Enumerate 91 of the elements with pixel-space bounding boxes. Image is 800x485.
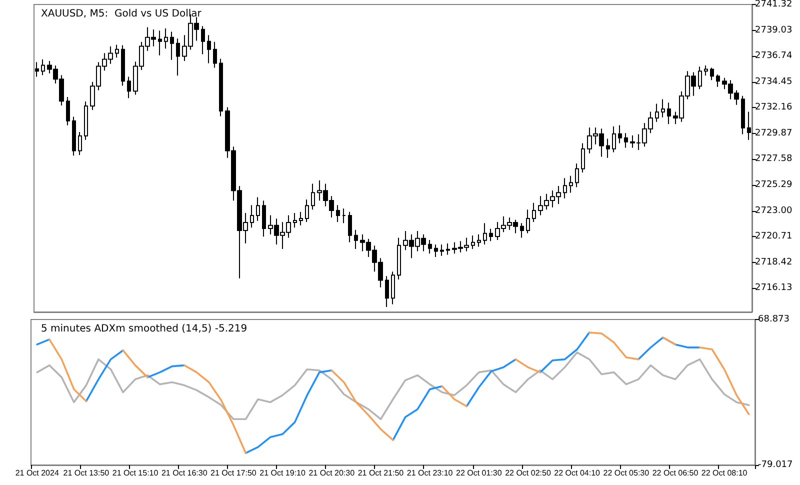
candlestick: [66, 96, 70, 126]
candlestick: [581, 142, 585, 173]
candlestick: [115, 44, 119, 58]
candlestick: [741, 95, 745, 135]
candlestick: [256, 196, 260, 222]
y-tick-label: 2732.16: [755, 102, 792, 113]
candlestick: [526, 209, 530, 234]
y-tick-label: 2736.74: [755, 51, 792, 62]
y-tick-label: 2723.00: [755, 206, 792, 216]
candlestick: [170, 31, 174, 60]
candlestick: [569, 175, 573, 194]
candlestick: [698, 66, 702, 90]
candlestick: [299, 211, 303, 226]
candlestick: [35, 62, 39, 78]
x-tick-label: 21 Oct 23:10: [406, 468, 454, 478]
y-tick-label: 2727.58: [755, 154, 792, 164]
y-tick-label: 2741.32: [755, 0, 792, 10]
candlestick: [219, 58, 223, 117]
x-tick-label: 21 Oct 16:30: [161, 468, 208, 478]
candlestick: [41, 58, 45, 76]
candlestick: [176, 38, 180, 76]
candlestick: [262, 200, 266, 238]
candlestick: [710, 67, 714, 81]
candlestick: [250, 204, 254, 228]
candlestick: [477, 234, 481, 248]
candlestick: [336, 204, 340, 223]
x-tick-label: 21 Oct 13:50: [63, 468, 110, 478]
candlestick: [661, 98, 665, 118]
candlestick: [483, 222, 487, 246]
candlestick: [311, 183, 315, 210]
candlestick: [428, 240, 432, 254]
candlestick: [434, 244, 438, 258]
candlestick: [563, 178, 567, 199]
y-tick-label: 2720.71: [755, 232, 792, 242]
candlestick: [471, 235, 475, 250]
y-tick-label: 2725.29: [755, 180, 792, 190]
candlestick: [606, 138, 610, 158]
line-series: [36, 352, 750, 420]
candlestick: [305, 199, 309, 223]
candlestick: [667, 102, 671, 125]
chart-title: 5 minutes ADXm smoothed (14,5) -5.219: [41, 324, 248, 334]
y-tick-label: -79.017: [758, 460, 793, 470]
candlestick: [747, 111, 751, 140]
x-tick-label: 22 Oct 01:30: [456, 468, 502, 478]
candlestick: [618, 124, 622, 144]
x-tick-label: 21 Oct 2024: [15, 468, 60, 478]
chart-title: XAUUSD, M5: Gold vs US Dollar: [41, 8, 202, 20]
candlestick: [612, 126, 616, 153]
candlestick: [121, 44, 125, 86]
candlestick: [354, 229, 358, 250]
candlestick: [164, 28, 168, 50]
candlestick: [213, 41, 217, 68]
x-tick-label: 22 Oct 04:10: [554, 468, 601, 478]
x-tick-label: 21 Oct 20:30: [308, 468, 356, 478]
candlestick: [704, 65, 708, 76]
candlestick: [520, 222, 524, 238]
candlestick: [397, 237, 401, 280]
x-tick-label: 22 Oct 06:50: [652, 468, 699, 478]
candlestick: [391, 271, 395, 305]
candlestick: [342, 208, 346, 224]
candlestick: [293, 212, 297, 228]
y-tick-label: 2729.87: [755, 128, 792, 138]
candlestick: [84, 101, 88, 140]
candlestick: [446, 242, 450, 256]
candlestick: [624, 132, 628, 148]
x-tick-label: 21 Oct 15:10: [112, 468, 159, 478]
candlestick: [489, 228, 493, 242]
y-tick-label: 2718.42: [755, 257, 792, 268]
x-tick-label: 21 Oct 21:50: [358, 468, 404, 478]
x-tick-label: 22 Oct 02:50: [505, 468, 552, 478]
candlestick: [532, 202, 536, 223]
candlestick: [716, 74, 720, 88]
candlestick: [207, 34, 211, 64]
candlestick: [158, 30, 162, 56]
candlestick: [201, 26, 205, 55]
x-tick-label: 21 Oct 17:50: [210, 468, 257, 478]
candlestick: [127, 76, 131, 99]
candlestick: [575, 162, 579, 188]
candlestick: [78, 131, 82, 156]
candlestick: [655, 103, 659, 122]
candlestick: [440, 244, 444, 256]
candlestick: [72, 116, 76, 156]
x-tick-label: 22 Oct 08:10: [701, 468, 748, 478]
candlestick: [385, 276, 389, 308]
x-tick-label: 22 Oct 05:30: [603, 468, 650, 478]
x-tick-label: 21 Oct 19:10: [260, 468, 306, 478]
y-tick-label: 68.873: [758, 314, 790, 324]
candlestick: [348, 211, 352, 243]
y-tick-label: 2739.03: [755, 25, 792, 36]
y-tick-label: 2734.45: [755, 76, 792, 87]
y-tick-label: 2716.13: [755, 283, 792, 294]
